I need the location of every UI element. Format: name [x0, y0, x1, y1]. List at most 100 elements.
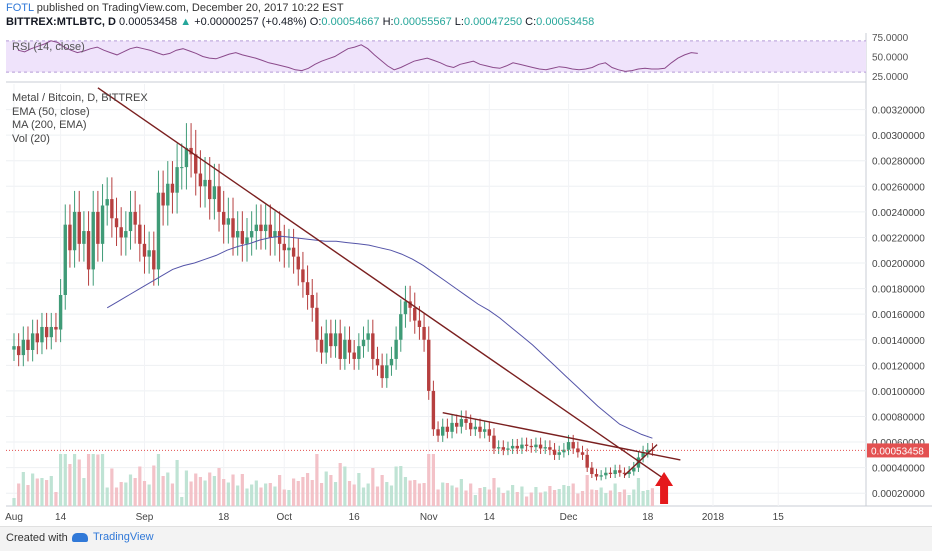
price-tick-label: 0.00080000 [872, 412, 925, 423]
volume-bar [375, 486, 380, 506]
volume-bar [21, 472, 25, 506]
volume-bar [511, 485, 515, 506]
volume-bar [324, 471, 328, 506]
legend-vol: Vol (20) [12, 132, 50, 145]
candle-body [82, 231, 86, 244]
volume-bar [497, 487, 501, 506]
volume-bar [622, 489, 627, 506]
volume-bar [487, 489, 491, 506]
candle-body [399, 314, 403, 340]
volume-bar [45, 480, 49, 506]
volume-bar [17, 483, 21, 506]
volume-bar [538, 492, 543, 506]
candle-body [333, 333, 338, 347]
volume-bar [315, 454, 319, 506]
candle-body [445, 426, 450, 432]
volume-bar [333, 482, 338, 506]
candle-body [268, 224, 272, 238]
candle-body [110, 199, 114, 219]
volume-bar [222, 479, 226, 506]
candle-body [49, 326, 53, 338]
chart-canvas[interactable]: 75.0000 50.0000 25.0000 0.00320000 0.0030000… [0, 0, 932, 526]
candle-body [548, 447, 552, 450]
volume-bar [138, 466, 142, 506]
candle-body [580, 452, 585, 455]
candle-body [375, 358, 380, 366]
volume-bar [133, 478, 137, 506]
candle-body [357, 346, 361, 359]
open-label: O: [309, 16, 322, 28]
volume-bar [82, 478, 86, 506]
candle-body [506, 448, 510, 450]
candle-body [552, 449, 557, 455]
volume-bar [236, 485, 240, 506]
volume-bar [650, 488, 655, 506]
author-link[interactable]: FOTL [6, 2, 34, 14]
last-price-label: 0.00053458 [871, 446, 924, 457]
candle-body [263, 224, 268, 232]
candle-body [464, 419, 468, 423]
candle-body [72, 211, 77, 251]
candle-body [566, 442, 571, 450]
candle-body [68, 224, 72, 251]
candle-body [487, 429, 492, 436]
low-label: L: [454, 16, 464, 28]
volume-bar [478, 488, 482, 506]
candle-body [501, 447, 505, 450]
candle-body [413, 307, 417, 321]
volume-bar [282, 489, 286, 506]
volume-bar [175, 460, 179, 506]
volume-bar [124, 482, 128, 506]
candle-body [646, 449, 650, 453]
volume-bar [240, 474, 244, 506]
volume-bar [273, 486, 277, 506]
volume-bar [259, 487, 263, 506]
candle-body [291, 247, 296, 257]
price-tick-label: 0.00100000 [872, 387, 925, 398]
volume-bar [613, 483, 617, 506]
candle-body [184, 147, 189, 168]
candle-body [114, 218, 119, 228]
volume-bar [63, 454, 67, 506]
volume-bar [525, 496, 529, 506]
volume-bar [552, 490, 557, 506]
time-tick-label: 2018 [702, 512, 725, 523]
volume-bar [646, 490, 650, 506]
volume-bar [301, 477, 305, 506]
close-value: 0.00053458 [536, 16, 595, 28]
candle-body [422, 326, 426, 340]
volume-bar [548, 486, 552, 506]
candle-body [590, 467, 594, 475]
candle-body [347, 339, 352, 353]
candle-body [403, 301, 408, 315]
volume-bar [170, 483, 175, 506]
tradingview-link[interactable]: TradingView [72, 531, 154, 543]
volume-bar [287, 490, 291, 506]
volume-bar [627, 495, 631, 506]
candle-body [235, 231, 240, 238]
volume-bar [566, 486, 571, 506]
volume-bar [296, 481, 300, 506]
volume-bar [245, 488, 249, 506]
volume-bar [469, 483, 473, 506]
time-tick-label: Aug [5, 512, 23, 523]
volume-bar [618, 492, 622, 506]
ema-50-line [106, 235, 653, 439]
volume-bar [562, 485, 566, 506]
volume-bar [450, 485, 454, 506]
candle-body [166, 183, 170, 206]
candle-body [594, 474, 599, 477]
volume-bar [96, 454, 100, 506]
candle-body [180, 167, 184, 169]
volume-bar [105, 487, 109, 506]
volume-bar [77, 459, 81, 506]
candle-body [152, 250, 156, 270]
volume-bar [506, 490, 510, 506]
legend-ma: MA (200, EMA) [12, 119, 87, 131]
rsi-tick-25: 25.0000 [872, 72, 909, 83]
candle-body [473, 426, 478, 430]
candle-body [208, 179, 212, 200]
volume-bar [147, 484, 151, 506]
volume-bar [254, 480, 258, 506]
candle-body [478, 426, 482, 432]
